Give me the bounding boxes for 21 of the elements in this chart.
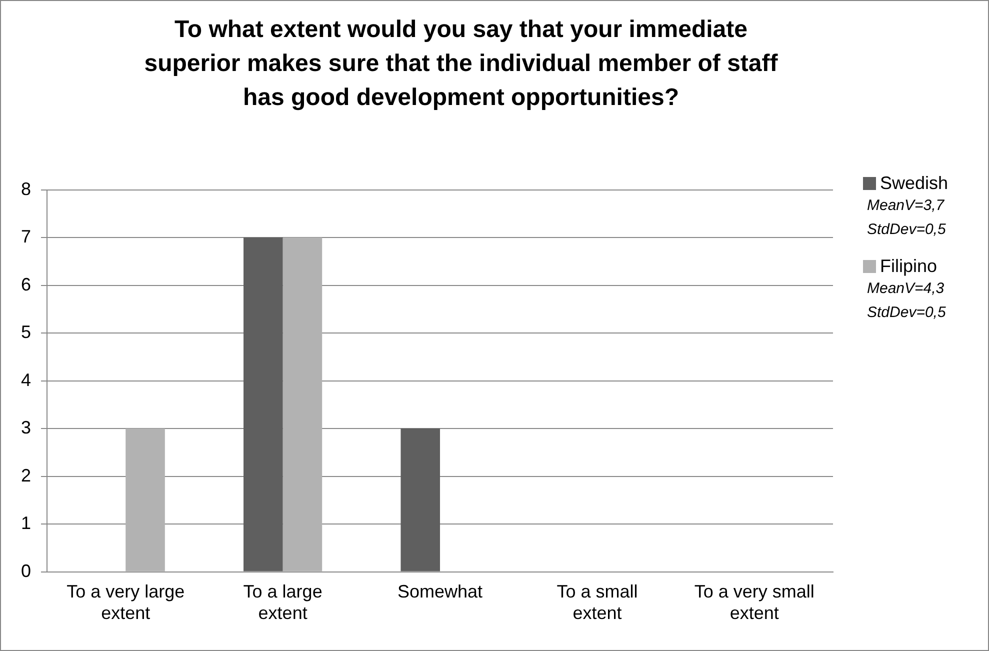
text: StdDev=0,5 [867,303,947,323]
y-tick-label: 6 [20,274,32,294]
chart-title: To what extent would you say that your immediate superior makes sure that the individual member of staff has good development opportunities? [143,15,779,113]
y-tick-label: 5 [20,322,32,342]
y-tick-label: 4 [20,370,32,390]
legend-label: Swedish [880,173,948,194]
y-tick-label: 3 [20,418,32,438]
legend-label: Filipino [880,256,938,277]
x-tick-label: To a large extent [243,582,322,624]
y-tick-label: 1 [20,513,32,534]
x-tick-label: To a very large extent [66,582,185,624]
x-tick-label: Somewhat [397,582,483,602]
x-tick-label: To a small extent [556,582,638,624]
y-tick-label: 2 [20,465,32,486]
x-tick-label: To a very small extent [694,582,814,624]
y-tick-label: 7 [20,226,32,247]
text: MeanV=4,3 [867,279,946,299]
text: StdDev=0,5 [867,220,947,240]
text: MeanV=3,7 [867,196,946,216]
y-tick-label: 8 [20,178,32,199]
y-tick-label: 0 [20,560,32,581]
